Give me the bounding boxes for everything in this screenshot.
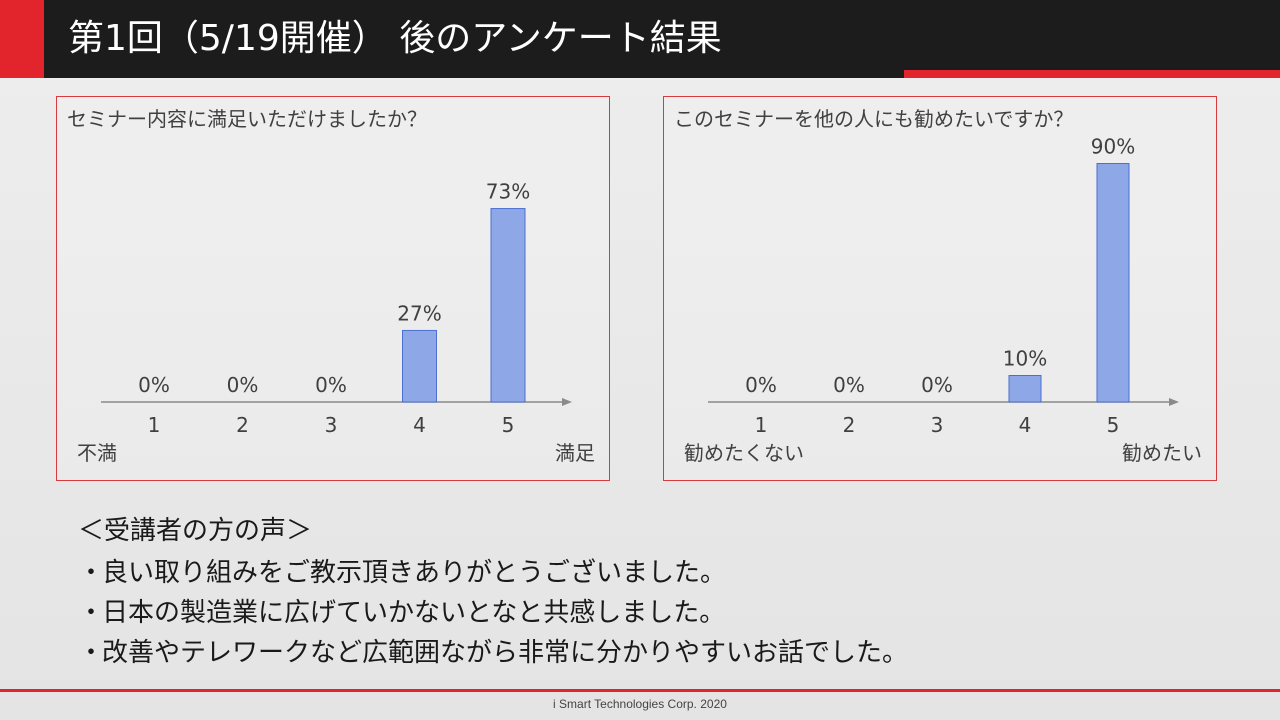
data-label: 27% (397, 301, 441, 325)
data-label: 0% (921, 373, 953, 397)
bullet: ・ (78, 598, 105, 628)
header-bar (44, 0, 1280, 78)
voice-text: 良い取り組みをご教示頂きありがとうございました。 (102, 558, 727, 588)
x-axis-arrow (562, 398, 572, 406)
x-tick-label: 5 (1107, 413, 1120, 437)
bar (402, 329, 437, 403)
data-label: 0% (745, 373, 777, 397)
x-tick-label: 2 (236, 413, 249, 437)
x-tick-label: 5 (502, 413, 515, 437)
bar-chart-satisfaction: 0% 1 0% 2 0% 3 27% 4 73% 5 不満 満足 (77, 180, 595, 465)
header-underline (904, 70, 1280, 78)
data-label: 0% (315, 373, 347, 397)
data-label: 0% (227, 373, 259, 397)
voice-item: ・改善やテレワークなど広範囲ながら非常に分かりやすいお話でした。 (78, 632, 908, 669)
bar (1008, 375, 1042, 403)
page-title: 第1回（5/19開催） 後のアンケート結果 (68, 18, 722, 59)
bullet: ・ (78, 638, 105, 668)
chart-title: このセミナーを他の人にも勧めたいですか？ (674, 107, 1074, 131)
x-tick-label: 1 (148, 413, 161, 437)
voice-item: ・日本の製造業に広げていかないとなと共感しました。 (78, 592, 725, 629)
x-tick-label: 3 (325, 413, 338, 437)
voices-heading: ＜受講者の方の声＞ (78, 516, 313, 546)
footer-divider (0, 689, 1280, 692)
x-tick-label: 2 (843, 413, 856, 437)
voice-item: ・良い取り組みをご教示頂きありがとうございました。 (78, 552, 726, 589)
voice-text: 日本の製造業に広げていかないとなと共感しました。 (102, 598, 726, 628)
data-label: 0% (833, 373, 865, 397)
x-tick-label: 1 (755, 413, 768, 437)
x-tick-label: 4 (1019, 413, 1032, 437)
scale-high-label: 勧めたい (1122, 441, 1202, 465)
x-tick-label: 4 (413, 413, 426, 437)
data-label: 73% (486, 180, 530, 204)
chart-panel-satisfaction: セミナー内容に満足いただけましたか？ 0% 1 0% 2 0% 3 27% 4 73% 5 不満 満足 (56, 96, 610, 481)
header-accent-bar (0, 0, 44, 78)
bar (490, 208, 526, 403)
scale-low-label: 勧めたくない (684, 441, 804, 465)
x-axis-arrow (1169, 398, 1179, 406)
scale-high-label: 満足 (555, 441, 595, 465)
scale-low-label: 不満 (77, 441, 117, 465)
x-tick-label: 3 (931, 413, 944, 437)
chart-title: セミナー内容に満足いただけましたか？ (67, 107, 427, 131)
chart-panel-recommend: このセミナーを他の人にも勧めたいですか？ 0% 1 0% 2 0% 3 10% 4 90% 5 勧め… (663, 96, 1217, 481)
bullet: ・ (78, 558, 105, 588)
footer-copyright: i Smart Technologies Corp. 2020 (553, 697, 727, 711)
data-label: 10% (1003, 347, 1047, 371)
data-label: 0% (138, 373, 170, 397)
data-label: 90% (1091, 135, 1135, 159)
bar (1096, 163, 1130, 403)
voice-text: 改善やテレワークなど広範囲ながら非常に分かりやすいお話でした。 (102, 638, 909, 668)
